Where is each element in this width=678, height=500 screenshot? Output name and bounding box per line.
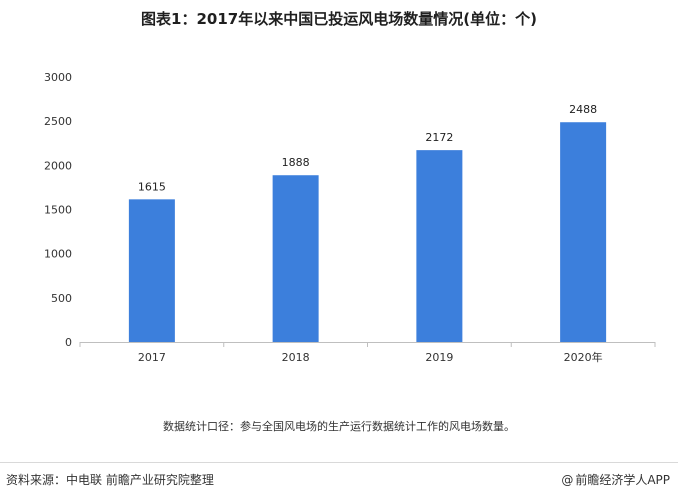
x-tick-label: 2019 — [425, 351, 453, 364]
y-tick-label: 2000 — [44, 159, 72, 172]
data-label: 1888 — [282, 156, 310, 169]
bars: 1615 1888 2172 2488 — [128, 103, 607, 342]
y-tick-label: 0 — [65, 336, 72, 349]
footer-divider — [0, 462, 678, 463]
source-text: 资料来源：中电联 前瞻产业研究院整理 — [6, 473, 214, 487]
brand-name: 前瞻经济学人APP — [575, 473, 670, 487]
x-tick-label: 2020年 — [564, 350, 603, 364]
bar — [272, 175, 319, 342]
y-tick-label: 2500 — [44, 115, 72, 128]
bar — [560, 122, 607, 342]
data-label: 2488 — [569, 103, 597, 116]
y-tick-label: 1500 — [44, 204, 72, 217]
x-tick-label: 2017 — [138, 351, 166, 364]
brand-label: @ 前瞻经济学人APP — [561, 471, 670, 488]
data-label: 1615 — [138, 180, 166, 193]
y-tick-label: 3000 — [44, 71, 72, 84]
chart-title: 图表1：2017年以来中国已投运风电场数量情况(单位：个) — [141, 10, 537, 28]
data-label: 2172 — [425, 131, 453, 144]
bar — [128, 199, 175, 342]
y-tick-label: 500 — [51, 292, 72, 305]
data-scope-note: 数据统计口径：参与全国风电场的生产运行数据统计工作的风电场数量。 — [163, 420, 515, 433]
y-axis: 0 500 1000 1500 2000 2500 3000 — [44, 71, 72, 349]
x-tick-label: 2018 — [282, 351, 310, 364]
at-icon: @ — [561, 473, 574, 487]
bar — [416, 150, 463, 342]
x-axis: 2017 2018 2019 2020年 — [79, 342, 656, 364]
y-tick-label: 1000 — [44, 248, 72, 261]
